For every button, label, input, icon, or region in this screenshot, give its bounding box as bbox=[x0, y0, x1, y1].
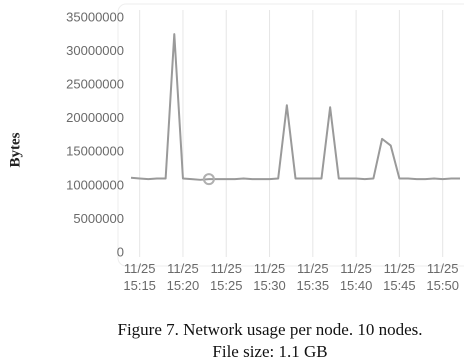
y-tick-label: 25000000 bbox=[66, 77, 124, 92]
x-tick-label: 11/25 15:50 bbox=[426, 261, 459, 293]
x-tick-label: 11/25 15:20 bbox=[166, 261, 200, 293]
x-tick-label: 11/25 15:35 bbox=[296, 261, 330, 293]
x-tick-label: 11/25 15:30 bbox=[253, 261, 286, 293]
x-tick-label: 11/25 15:45 bbox=[383, 261, 416, 293]
x-tick-label: 11/25 15:15 bbox=[123, 261, 156, 293]
plot-frame bbox=[117, 3, 464, 267]
y-tick-label: 20000000 bbox=[66, 110, 124, 125]
y-tick-label: 35000000 bbox=[66, 9, 124, 24]
y-axis-label: Bytes bbox=[7, 132, 23, 167]
y-tick-label: 30000000 bbox=[66, 43, 124, 58]
line bbox=[130, 33, 460, 181]
y-tick-label: 0 bbox=[117, 244, 124, 259]
caption: Figure 7. Network usage per node. 10 nod… bbox=[117, 320, 423, 339]
x-tick-label: 11/25 15:25 bbox=[209, 261, 243, 293]
x-tick-label: 11/25 15:40 bbox=[339, 261, 373, 293]
y-tick-label: 15000000 bbox=[66, 144, 124, 159]
y-tick-label: 5000000 bbox=[73, 211, 124, 226]
highlight-marker bbox=[202, 173, 215, 186]
y-tick-label: 10000000 bbox=[66, 177, 124, 192]
caption: File size: 1.1 GB bbox=[212, 342, 328, 361]
